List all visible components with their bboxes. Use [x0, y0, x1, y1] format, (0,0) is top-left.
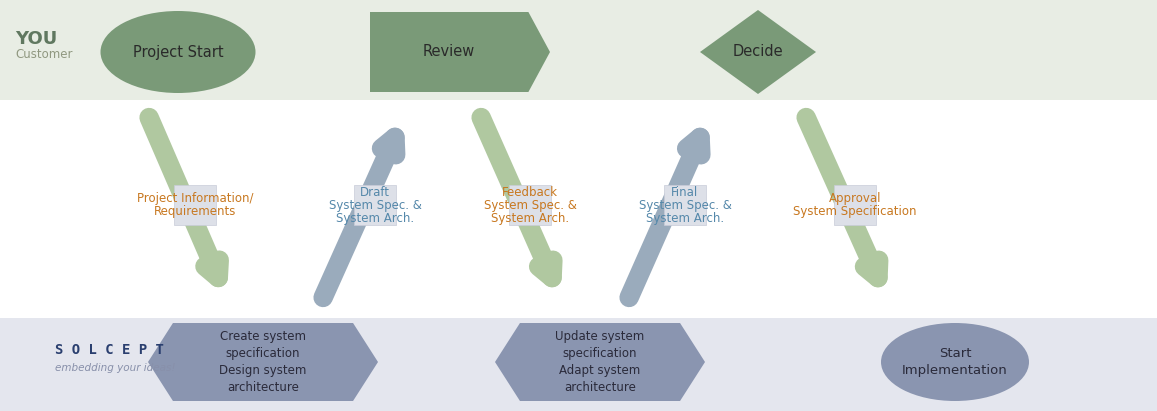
Text: Review: Review	[423, 44, 476, 60]
Text: System Arch.: System Arch.	[491, 212, 569, 224]
Text: System Arch.: System Arch.	[336, 212, 414, 224]
Polygon shape	[495, 323, 705, 401]
Text: S O L C E P T: S O L C E P T	[56, 343, 164, 357]
Bar	[664, 185, 706, 225]
Text: Customer: Customer	[15, 48, 73, 61]
Ellipse shape	[880, 323, 1029, 401]
Text: Approval: Approval	[828, 192, 882, 205]
Text: YOU: YOU	[15, 30, 57, 48]
Bar	[834, 185, 876, 225]
Text: System Arch.: System Arch.	[646, 212, 724, 224]
Bar	[0, 0, 1157, 100]
Bar	[0, 100, 1157, 318]
Text: Decide: Decide	[732, 44, 783, 60]
Text: Project Start: Project Start	[133, 44, 223, 60]
Bar	[174, 185, 216, 225]
Text: Final: Final	[671, 185, 699, 199]
Bar	[0, 318, 1157, 411]
Polygon shape	[700, 10, 816, 94]
Text: Requirements: Requirements	[154, 205, 236, 218]
Ellipse shape	[101, 11, 256, 93]
Text: System Spec. &: System Spec. &	[639, 199, 731, 212]
Text: embedding your ideas!: embedding your ideas!	[56, 363, 176, 373]
Text: Feedback: Feedback	[502, 185, 558, 199]
Bar	[509, 185, 551, 225]
Text: Draft: Draft	[360, 185, 390, 199]
Text: Start
Implementation: Start Implementation	[902, 347, 1008, 377]
Text: Project Information/: Project Information/	[137, 192, 253, 205]
Text: System Spec. &: System Spec. &	[329, 199, 421, 212]
Bar	[354, 185, 396, 225]
Text: System Spec. &: System Spec. &	[484, 199, 576, 212]
Polygon shape	[148, 323, 378, 401]
Text: System Specification: System Specification	[794, 205, 916, 218]
Text: Create system
specification
Design system
architecture: Create system specification Design syste…	[220, 330, 307, 394]
Polygon shape	[370, 12, 550, 92]
Text: Update system
specification
Adapt system
architecture: Update system specification Adapt system…	[555, 330, 644, 394]
